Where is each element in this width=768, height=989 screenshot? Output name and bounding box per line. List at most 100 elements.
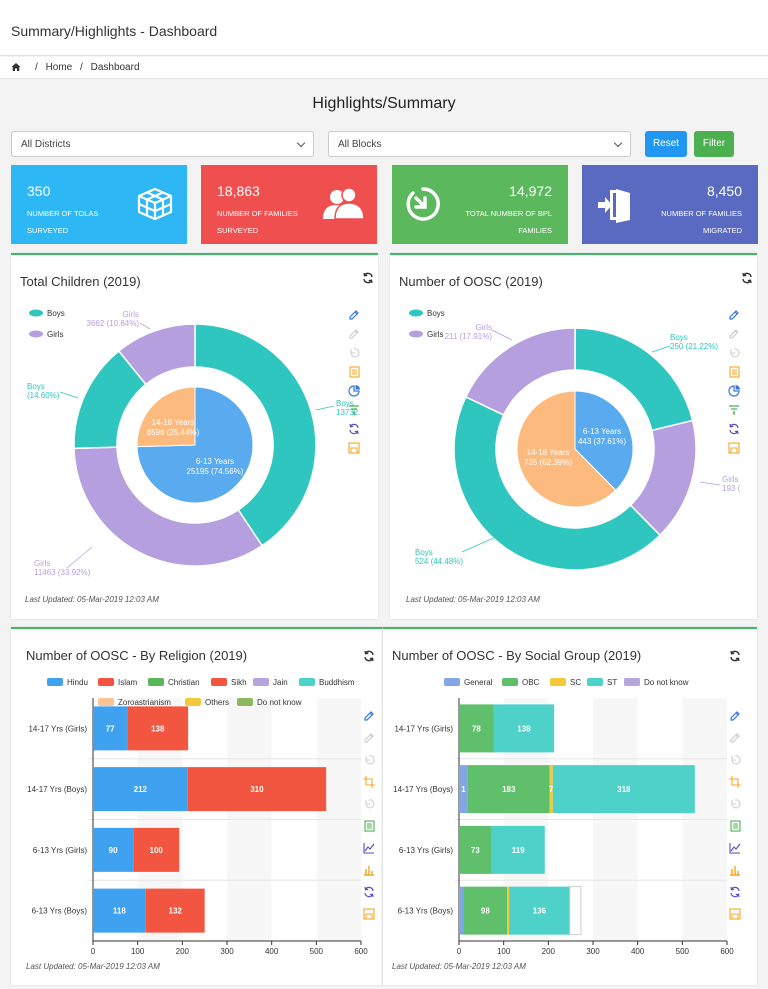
- bar-obc[interactable]: [463, 886, 508, 935]
- legend-swatch[interactable]: [253, 678, 269, 686]
- legend-label[interactable]: General: [464, 678, 493, 687]
- restore-icon[interactable]: [730, 886, 740, 898]
- bar-islam[interactable]: [187, 767, 327, 812]
- legend-label[interactable]: OBC: [522, 678, 540, 687]
- filter-button[interactable]: Filter: [694, 131, 734, 157]
- edit-icon[interactable]: [349, 310, 359, 320]
- legend-swatch[interactable]: [409, 309, 423, 317]
- legend-swatch[interactable]: [502, 678, 518, 686]
- legend-swatch[interactable]: [624, 678, 640, 686]
- outer-slice-boys[interactable]: [194, 323, 317, 547]
- legend-label[interactable]: Boys: [47, 309, 65, 318]
- bar-chart-icon[interactable]: [364, 866, 374, 876]
- bar-obc[interactable]: [459, 825, 492, 874]
- legend-swatch[interactable]: [409, 330, 423, 338]
- bar-st[interactable]: [493, 704, 555, 753]
- legend-swatch[interactable]: [185, 698, 201, 706]
- bar-do-not-know[interactable]: [569, 886, 582, 936]
- legend-swatch[interactable]: [237, 698, 253, 706]
- pie-icon[interactable]: [728, 385, 740, 397]
- legend-label[interactable]: SC: [570, 678, 581, 687]
- legend-label[interactable]: Hindu: [67, 678, 88, 687]
- table-icon[interactable]: [364, 820, 375, 832]
- bar-general[interactable]: [459, 886, 464, 935]
- legend-label[interactable]: Buddhism: [319, 678, 355, 687]
- home-icon[interactable]: [11, 62, 21, 72]
- bar-islam[interactable]: [145, 888, 205, 933]
- legend-swatch[interactable]: [444, 678, 460, 686]
- bar-general[interactable]: [459, 765, 468, 814]
- legend-label[interactable]: Others: [205, 698, 229, 707]
- refresh-icon[interactable]: [729, 650, 741, 662]
- bar-obc[interactable]: [467, 765, 550, 814]
- legend-swatch[interactable]: [299, 678, 315, 686]
- legend-swatch[interactable]: [211, 678, 227, 686]
- bar-islam[interactable]: [133, 827, 180, 872]
- legend-label[interactable]: Christian: [168, 678, 200, 687]
- inner-slice-6-13-years[interactable]: [574, 390, 634, 491]
- legend-label[interactable]: Islam: [118, 678, 137, 687]
- legend-swatch[interactable]: [98, 678, 114, 686]
- refresh-icon[interactable]: [363, 650, 375, 662]
- inner-slice-14-18-years[interactable]: [136, 386, 196, 448]
- data-view-icon[interactable]: [349, 366, 360, 378]
- line-chart-icon[interactable]: [363, 843, 375, 854]
- outer-slice-girls[interactable]: [73, 446, 264, 567]
- edit-icon[interactable]: [729, 310, 739, 320]
- legend-label[interactable]: Girls: [47, 330, 63, 339]
- bar-hindu[interactable]: [93, 827, 134, 872]
- legend-swatch[interactable]: [29, 309, 43, 317]
- legend-label[interactable]: Do not know: [257, 698, 302, 707]
- pie-icon[interactable]: [348, 385, 360, 397]
- bar-hindu[interactable]: [93, 888, 146, 933]
- inner-slice-14-18-years[interactable]: [516, 390, 617, 508]
- restore-icon[interactable]: [364, 886, 374, 898]
- data-view-icon[interactable]: [729, 366, 740, 378]
- legend-label[interactable]: ST: [607, 678, 617, 687]
- legend-swatch[interactable]: [587, 678, 603, 686]
- legend-label[interactable]: Jain: [273, 678, 288, 687]
- district-select[interactable]: All Districts: [11, 131, 314, 157]
- legend-label[interactable]: Boys: [427, 309, 445, 318]
- save-icon[interactable]: [729, 908, 741, 920]
- crop-icon[interactable]: [363, 776, 375, 788]
- save-icon[interactable]: [348, 442, 360, 454]
- funnel-icon[interactable]: [349, 405, 359, 415]
- bar-chart-icon[interactable]: [730, 866, 740, 876]
- reset-button[interactable]: Reset: [645, 131, 687, 157]
- bar-st[interactable]: [552, 765, 695, 814]
- outer-slice-girls[interactable]: [464, 327, 576, 416]
- legend-swatch[interactable]: [148, 678, 164, 686]
- breadcrumb-home[interactable]: Home: [45, 62, 73, 73]
- bar-obc[interactable]: [459, 704, 494, 753]
- block-select[interactable]: All Blocks: [328, 131, 631, 157]
- restore-icon[interactable]: [729, 423, 739, 435]
- legend-label[interactable]: Girls: [427, 330, 443, 339]
- crop-icon[interactable]: [729, 776, 741, 788]
- refresh-icon[interactable]: [362, 272, 374, 284]
- edit-icon[interactable]: [364, 711, 374, 721]
- refresh-icon[interactable]: [741, 272, 753, 284]
- legend-label[interactable]: Do not know: [644, 678, 689, 687]
- edit-icon[interactable]: [730, 711, 740, 721]
- legend-swatch[interactable]: [47, 678, 63, 686]
- table-icon[interactable]: [730, 820, 741, 832]
- line-chart-icon[interactable]: [729, 843, 741, 854]
- restore-icon[interactable]: [349, 423, 359, 435]
- legend-swatch[interactable]: [29, 330, 43, 338]
- bar-st[interactable]: [509, 886, 570, 935]
- bar-sc[interactable]: [507, 886, 510, 935]
- funnel-icon[interactable]: [729, 405, 739, 415]
- save-icon[interactable]: [728, 442, 740, 454]
- outer-slice-boys[interactable]: [453, 395, 662, 571]
- bar-sc[interactable]: [549, 765, 553, 814]
- legend-swatch[interactable]: [550, 678, 566, 686]
- bar-islam[interactable]: [127, 706, 189, 751]
- legend-label[interactable]: Sikh: [231, 678, 247, 687]
- outer-slice-girls[interactable]: [117, 323, 196, 386]
- inner-slice-6-13-years[interactable]: [136, 386, 254, 504]
- legend-swatch[interactable]: [98, 698, 114, 706]
- save-icon[interactable]: [363, 908, 375, 920]
- bar-hindu[interactable]: [93, 706, 128, 751]
- bar-hindu[interactable]: [93, 767, 188, 812]
